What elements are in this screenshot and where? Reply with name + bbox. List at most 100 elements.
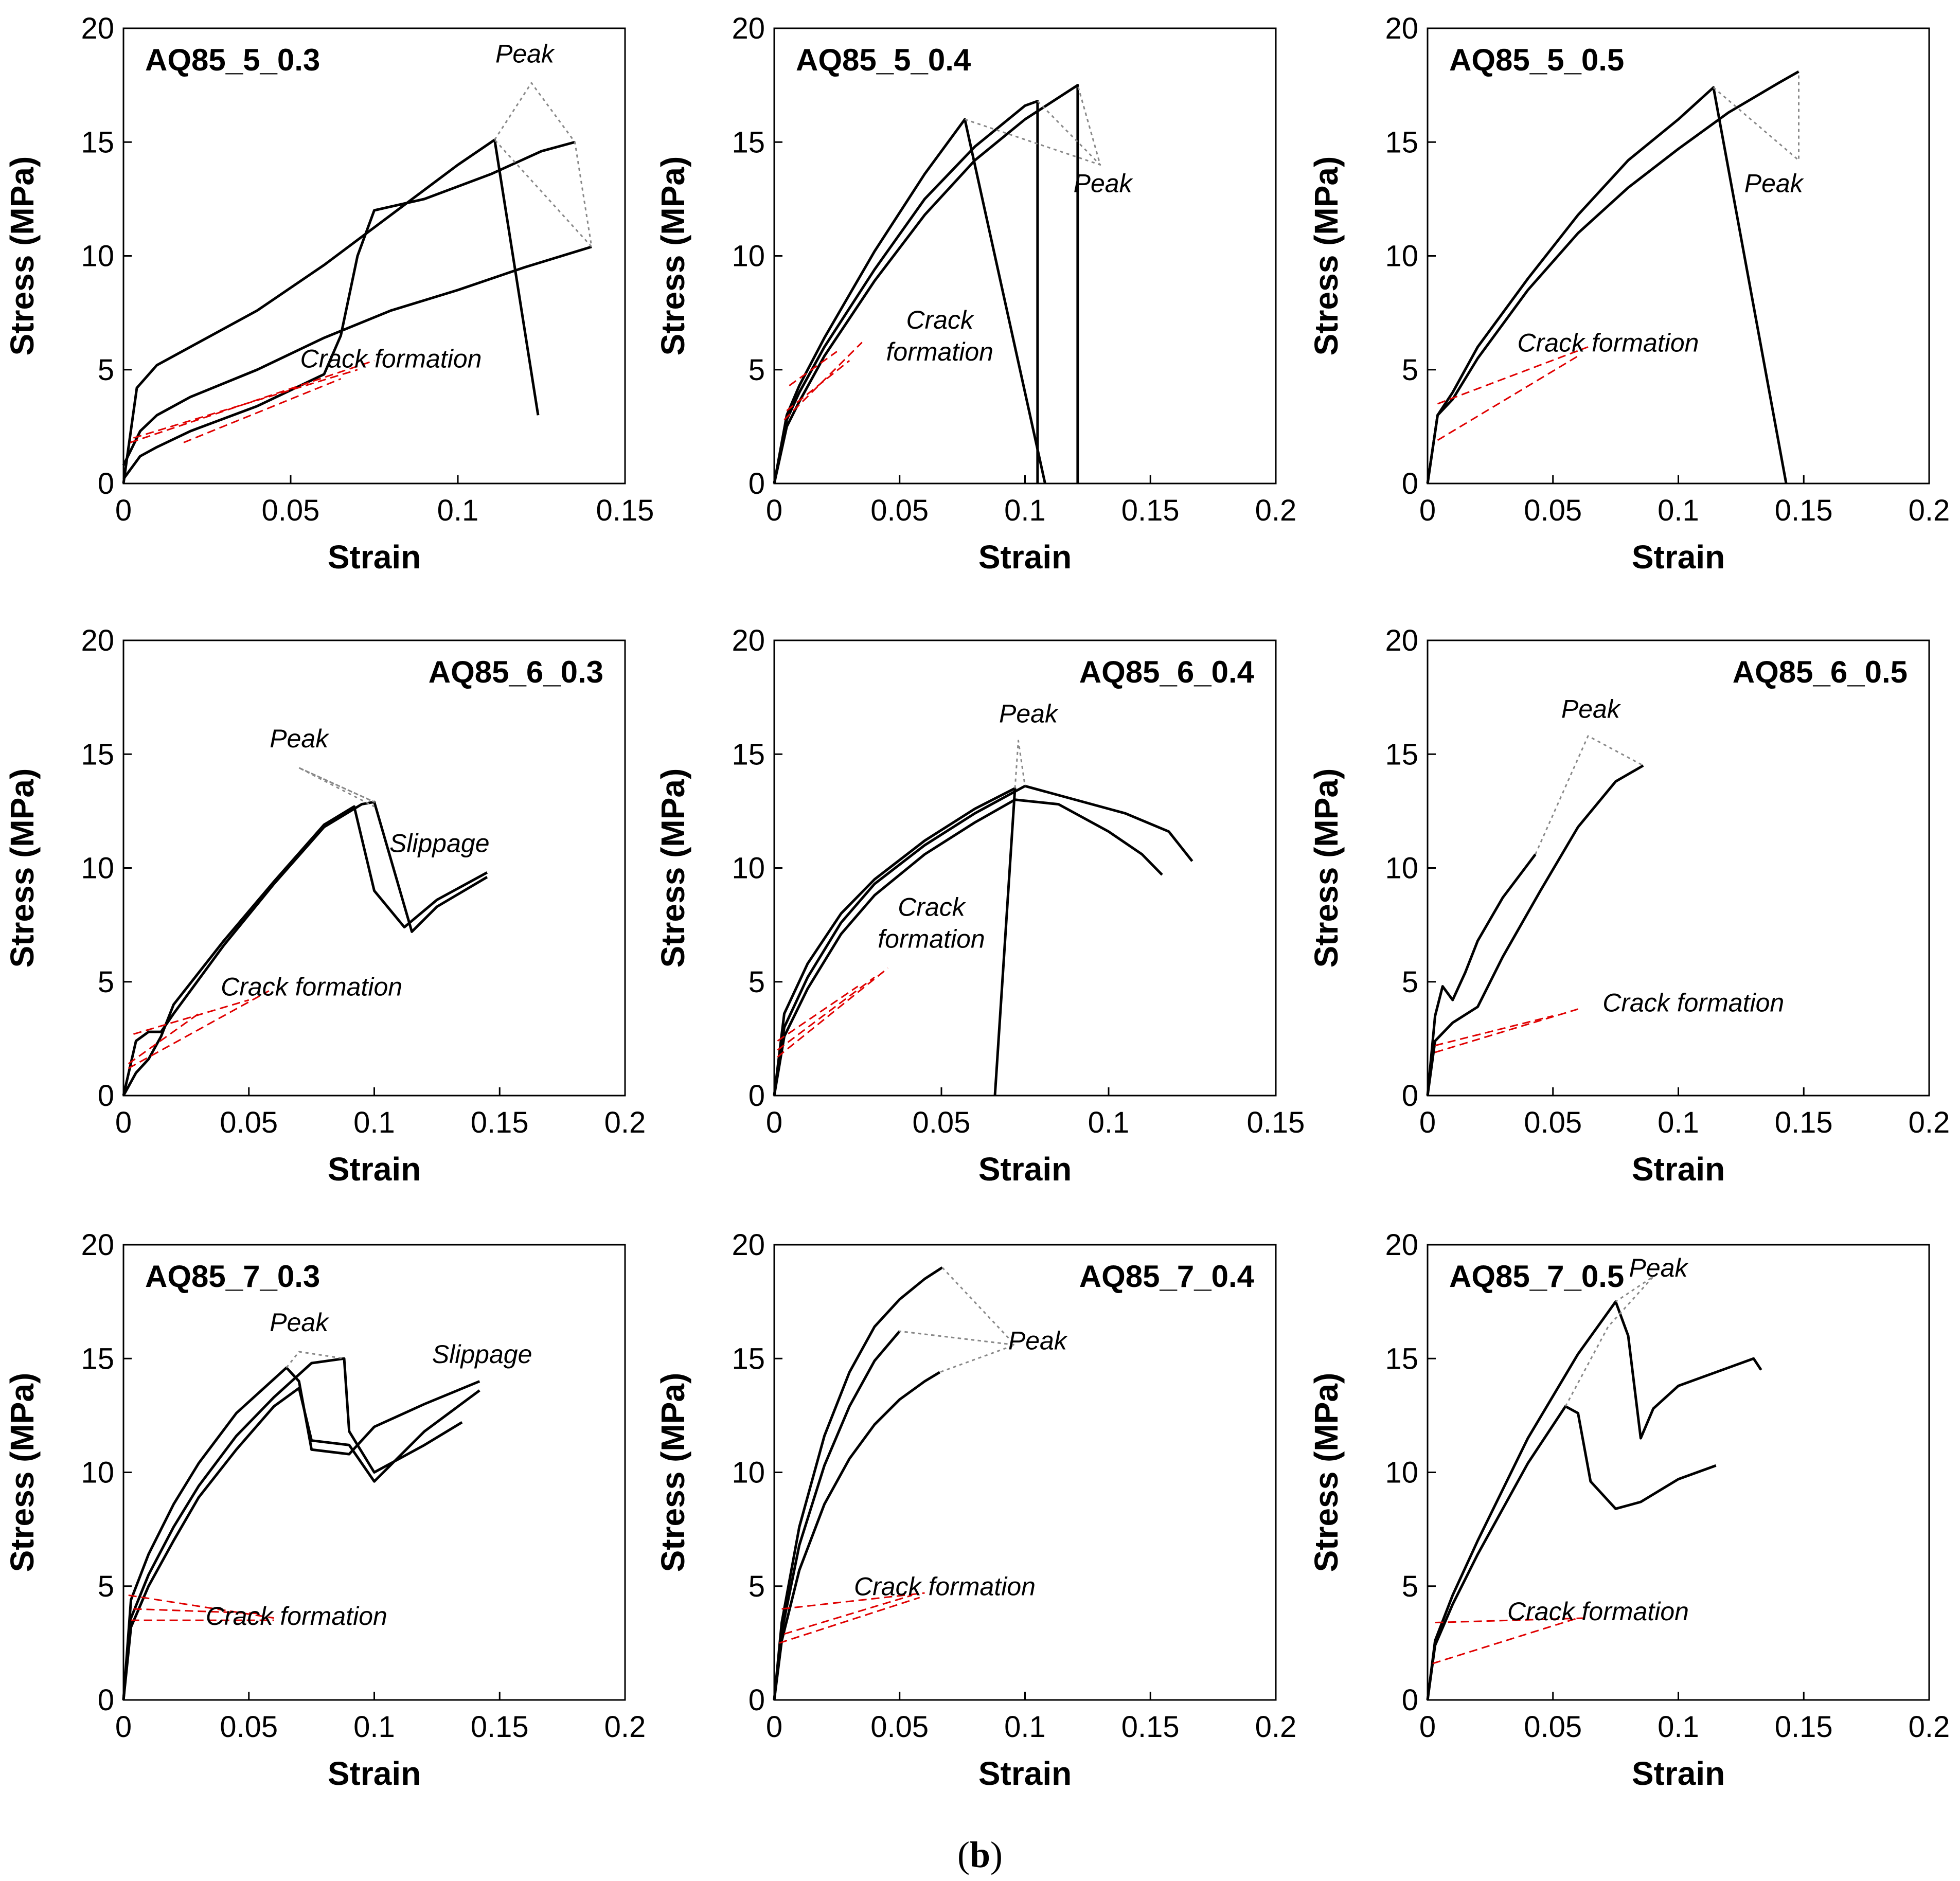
y-tick-label: 15 [732,1342,765,1375]
caption-close: ) [990,1834,1003,1875]
series-crack-formation [777,968,888,1058]
series-specimen-1 [773,1266,943,1700]
annotation-label: Slippage [432,1340,532,1369]
series-specimen-3 [122,245,592,466]
y-tick-label: 20 [732,1228,765,1262]
y-tick-label: 20 [81,624,114,657]
panel-aq85-7-05: 0 0.05 0.1 0.15 0.2 0 5 10 15 20 Strain Stress (MPa… [1308,1228,1950,1792]
annotation-label: Crack [906,306,975,334]
x-tick-label: 0 [1419,1106,1436,1139]
x-axis-title: Strain [328,539,421,576]
x-tick-label: 0.05 [870,1710,929,1744]
x-tick-label: 0.1 [1004,494,1046,527]
y-tick-label: 0 [1402,1683,1418,1717]
y-tick-label: 20 [81,12,114,45]
crack-line [130,360,375,443]
series-specimen-1 [122,138,540,484]
panel-aq85-6-04: 0 0.05 0.1 0.15 0 5 10 15 20 Strain Stress (MPa) AQ… [654,624,1305,1188]
annotation-label: Peak [1561,694,1622,723]
x-tick-label: 0.15 [1121,494,1180,527]
y-tick-label: 5 [98,965,114,999]
crack-line [777,968,888,1058]
y-tick-label: 5 [1402,353,1418,387]
y-tick-label: 5 [749,353,765,387]
y-axis-title: Stress (MPa) [654,1373,691,1572]
series-crack-formation [1435,1008,1578,1053]
x-tick-label: 0.1 [437,494,479,527]
annotation-label: Crack formation [206,1602,387,1631]
x-tick-label: 0.1 [1658,1106,1699,1139]
x-tick-label: 0.15 [596,494,654,527]
annotation-label: Peak [1744,169,1805,198]
series-specimen-1 [122,800,488,1096]
panel-aq85-6-03: 0 0.05 0.1 0.15 0.2 0 5 10 15 20 Strain Stress (MPa… [4,624,646,1188]
series-specimen-1 [1426,1300,1762,1700]
series-specimen-1 [773,118,1046,484]
x-tick-label: 0.1 [1004,1710,1046,1744]
x-tick-label: 0 [115,1106,132,1139]
x-axis-title: Strain [1632,1151,1725,1188]
y-tick-label: 20 [732,12,765,45]
series-specimen-2 [122,140,576,480]
panel-title: AQ85_7_0.3 [145,1259,320,1294]
y-tick-label: 10 [1385,240,1418,273]
crack-line [128,1594,274,1619]
y-tick-label: 10 [1385,1456,1418,1490]
x-tick-label: 0.15 [1247,1106,1305,1139]
y-axis-title: Stress (MPa) [4,1373,41,1572]
x-axis-title: Strain [328,1151,421,1188]
crack-line [133,369,358,439]
x-tick-label: 0.2 [1255,1710,1297,1744]
x-tick-label: 0.1 [1088,1106,1130,1139]
crack-line [183,378,342,443]
series-specimen-3 [773,1371,941,1700]
x-tick-label: 0.15 [471,1710,529,1744]
y-tick-label: 5 [749,1570,765,1603]
x-tick-label: 0 [1419,1710,1436,1744]
x-tick-label: 0.2 [1255,494,1297,527]
x-tick-label: 0.05 [220,1106,278,1139]
x-tick-label: 0.2 [1909,494,1950,527]
series-specimen-3 [773,798,1163,1096]
x-tick-label: 0.05 [262,494,320,527]
y-axis-title: Stress (MPa) [1308,1373,1345,1572]
x-tick-label: 0 [115,1710,132,1744]
y-tick-label: 15 [81,1342,114,1375]
series-specimen-2 [1426,70,1799,484]
series-specimen-2 [122,1357,463,1700]
x-tick-label: 0.05 [1524,1710,1582,1744]
x-tick-label: 0.2 [1909,1710,1950,1744]
y-tick-label: 15 [81,126,114,159]
crack-line [133,1608,262,1615]
y-tick-label: 15 [1385,126,1418,159]
x-axis-title: Strain [978,1151,1072,1188]
panel-title: AQ85_5_0.4 [796,43,971,77]
y-tick-label: 10 [732,240,765,273]
annotation-label: Crack formation [1507,1597,1689,1626]
y-tick-label: 5 [1402,1570,1418,1603]
panel-title: AQ85_6_0.4 [1079,655,1255,689]
caption-open: ( [957,1834,970,1875]
y-tick-label: 0 [98,1079,114,1113]
crack-line [777,976,875,1051]
x-tick-label: 0 [115,494,132,527]
x-axis-title: Strain [328,1755,421,1792]
y-tick-label: 5 [749,965,765,999]
x-tick-label: 0 [766,1710,782,1744]
y-tick-label: 15 [732,738,765,771]
panel-title: AQ85_7_0.4 [1079,1259,1255,1294]
crack-line [781,1592,925,1610]
series-specimen-2 [1426,1405,1717,1700]
panel-aq85-5-03: 0 0.05 0.1 0.15 0 5 10 15 20 Strain Stress (MPa) AQ… [4,12,654,576]
x-tick-label: 0.1 [353,1106,395,1139]
annotation-label: Peak [1629,1253,1689,1282]
annotation-label: Crack formation [854,1572,1036,1601]
y-axis-title: Stress (MPa) [654,768,691,968]
annotation-label: Slippage [389,829,490,858]
x-tick-label: 0.15 [1775,494,1833,527]
panel-title: AQ85_5_0.3 [145,43,320,77]
y-tick-label: 10 [732,1456,765,1490]
panel-title: AQ85_7_0.5 [1449,1259,1624,1294]
x-tick-label: 0.15 [1775,1710,1833,1744]
